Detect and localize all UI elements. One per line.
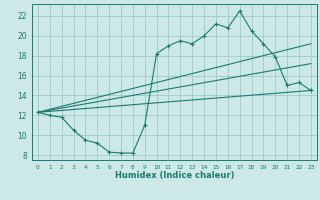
X-axis label: Humidex (Indice chaleur): Humidex (Indice chaleur) [115,171,234,180]
